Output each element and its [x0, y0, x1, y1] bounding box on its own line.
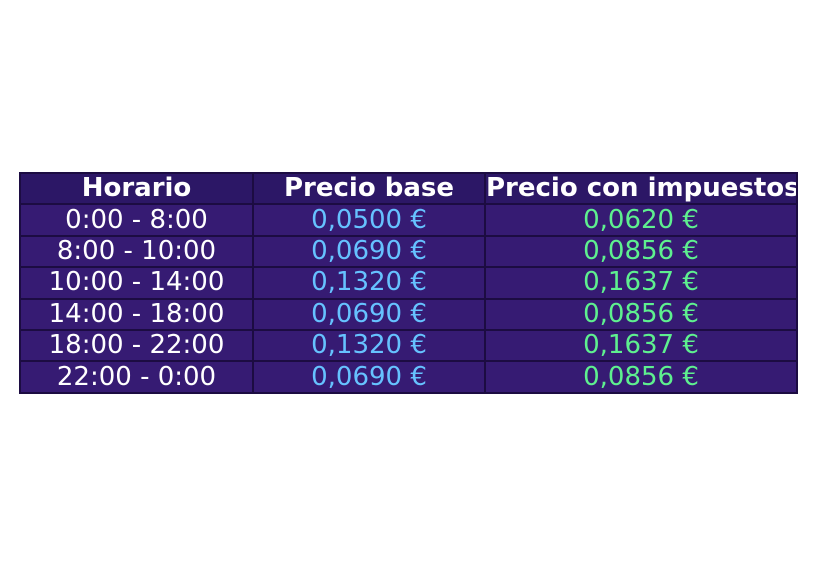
tax-price-cell: 0,1637 € — [484, 328, 798, 363]
column-header-horario: Horario — [19, 171, 254, 206]
table-row: 18:00 - 22:00 0,1320 € 0,1637 € — [19, 328, 798, 363]
tax-price-cell: 0,0620 € — [484, 203, 798, 237]
table-row: 14:00 - 18:00 0,0690 € 0,0856 € — [19, 297, 798, 331]
tax-price-cell: 0,0856 € — [484, 297, 798, 331]
time-range-cell: 14:00 - 18:00 — [19, 297, 254, 331]
tax-price-cell: 0,0856 € — [484, 234, 798, 269]
table-row: 22:00 - 0:00 0,0690 € 0,0856 € — [19, 360, 798, 394]
base-price-cell: 0,1320 € — [252, 266, 486, 300]
column-header-precio-con-impuestos: Precio con impuestos — [484, 171, 798, 206]
table-row: 8:00 - 10:00 0,0690 € 0,0856 € — [19, 234, 798, 269]
tax-price-cell: 0,1637 € — [484, 266, 798, 300]
time-range-cell: 22:00 - 0:00 — [19, 360, 254, 394]
table-row: 0:00 - 8:00 0,0500 € 0,0620 € — [19, 203, 798, 237]
base-price-cell: 0,0690 € — [252, 360, 486, 394]
time-range-cell: 8:00 - 10:00 — [19, 234, 254, 269]
time-range-cell: 18:00 - 22:00 — [19, 328, 254, 363]
price-table: Horario Precio base Precio con impuestos… — [19, 171, 798, 394]
tax-price-cell: 0,0856 € — [484, 360, 798, 394]
time-range-cell: 0:00 - 8:00 — [19, 203, 254, 237]
base-price-cell: 0,0690 € — [252, 234, 486, 269]
base-price-cell: 0,0500 € — [252, 203, 486, 237]
table-header-row: Horario Precio base Precio con impuestos — [19, 171, 798, 206]
base-price-cell: 0,1320 € — [252, 328, 486, 363]
base-price-cell: 0,0690 € — [252, 297, 486, 331]
table-row: 10:00 - 14:00 0,1320 € 0,1637 € — [19, 266, 798, 300]
time-range-cell: 10:00 - 14:00 — [19, 266, 254, 300]
column-header-precio-base: Precio base — [252, 171, 486, 206]
